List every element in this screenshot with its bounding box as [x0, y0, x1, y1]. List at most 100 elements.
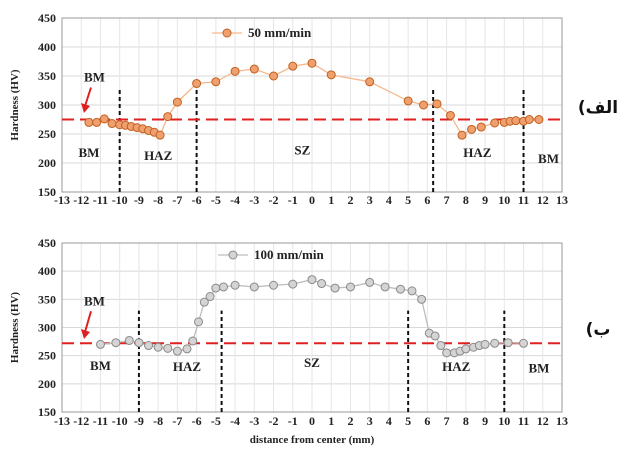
- data-point: [419, 100, 429, 110]
- data-point: [205, 292, 215, 302]
- data-point: [317, 279, 327, 289]
- x-tick-label: 9: [482, 193, 488, 207]
- data-point: [288, 61, 298, 71]
- data-point: [107, 119, 117, 129]
- data-point: [395, 284, 405, 294]
- x-tick-label: -1: [288, 414, 298, 428]
- data-point: [380, 282, 390, 292]
- x-tick-label: -12: [73, 414, 89, 428]
- zone-label: HAZ: [173, 359, 202, 374]
- y-tick-label: 200: [38, 156, 56, 170]
- y-axis-label: Hardness (HV): [9, 292, 21, 364]
- data-point: [511, 116, 521, 126]
- data-point: [144, 341, 154, 351]
- x-tick-label: 4: [386, 414, 392, 428]
- x-tick-label: 2: [347, 193, 353, 207]
- y-tick-label: 400: [38, 40, 56, 54]
- data-point: [111, 338, 121, 348]
- bm-arrow-shaft: [84, 310, 92, 333]
- data-point: [457, 130, 467, 140]
- x-tick-label: 4: [386, 193, 392, 207]
- x-tick-label: 0: [309, 414, 315, 428]
- x-tick-label: 6: [424, 193, 430, 207]
- x-tick-label: 13: [556, 193, 568, 207]
- y-tick-label: 300: [38, 98, 56, 112]
- data-point: [365, 77, 375, 87]
- zone-label: BM: [538, 151, 559, 166]
- zone-label: HAZ: [442, 359, 471, 374]
- y-tick-label: 300: [38, 321, 56, 335]
- x-tick-label: -4: [230, 414, 240, 428]
- x-tick-label: 3: [367, 193, 373, 207]
- zone-label: BM: [90, 358, 111, 373]
- y-tick-label: 350: [38, 292, 56, 306]
- x-tick-label: -2: [269, 414, 279, 428]
- data-point: [345, 282, 355, 292]
- x-tick-label: 9: [482, 414, 488, 428]
- x-tick-label: 10: [498, 414, 510, 428]
- y-tick-label: 250: [38, 127, 56, 141]
- legend-label: 50 mm/min: [248, 25, 312, 40]
- data-point: [490, 338, 500, 348]
- data-point: [269, 280, 279, 290]
- data-point: [330, 283, 340, 293]
- x-tick-label: -13: [54, 193, 70, 207]
- x-tick-label: -5: [211, 414, 221, 428]
- x-tick-label: 8: [463, 193, 469, 207]
- data-point: [230, 280, 240, 290]
- legend-marker: [222, 28, 232, 38]
- data-point: [182, 344, 192, 354]
- x-tick-label: -12: [73, 193, 89, 207]
- x-tick-label: -3: [249, 193, 259, 207]
- zone-label: BM: [528, 361, 549, 376]
- data-point: [476, 122, 486, 132]
- y-tick-label: 350: [38, 69, 56, 83]
- y-tick-label: 400: [38, 264, 56, 278]
- x-tick-label: -1: [288, 193, 298, 207]
- x-tick-label: 7: [444, 193, 450, 207]
- data-point: [92, 117, 102, 127]
- data-point: [403, 96, 413, 106]
- x-tick-label: 8: [463, 414, 469, 428]
- y-tick-label: 150: [38, 185, 56, 199]
- data-point: [95, 339, 105, 349]
- data-point: [192, 79, 202, 89]
- y-axis-label: Hardness (HV): [9, 69, 21, 141]
- data-point: [432, 99, 442, 109]
- data-point: [211, 283, 221, 293]
- x-axis-label: distance from center (mm): [250, 434, 375, 446]
- data-point: [172, 346, 182, 356]
- y-tick-label: 150: [38, 405, 56, 419]
- data-point: [519, 338, 529, 348]
- x-tick-label: -3: [249, 414, 259, 428]
- data-point: [430, 331, 440, 341]
- data-point: [407, 286, 417, 296]
- x-tick-label: -10: [112, 193, 128, 207]
- x-tick-label: 1: [328, 414, 334, 428]
- data-point: [417, 294, 427, 304]
- data-point: [461, 344, 471, 354]
- data-point: [524, 115, 534, 124]
- data-point: [490, 118, 500, 128]
- x-tick-label: -8: [153, 414, 163, 428]
- x-tick-label: -11: [93, 193, 108, 207]
- x-tick-label: 11: [518, 193, 529, 207]
- data-point: [194, 317, 204, 327]
- bm-reference-label: BM: [84, 293, 105, 308]
- x-tick-label: -6: [192, 193, 202, 207]
- data-point: [172, 97, 182, 107]
- x-tick-label: 6: [424, 414, 430, 428]
- data-point: [211, 77, 221, 87]
- data-point: [249, 64, 259, 74]
- zone-label: HAZ: [144, 148, 173, 163]
- data-point: [480, 339, 490, 349]
- x-tick-label: -4: [230, 193, 240, 207]
- y-tick-label: 450: [38, 236, 56, 250]
- data-point: [134, 338, 144, 348]
- data-point: [249, 282, 259, 292]
- x-tick-label: 13: [556, 414, 568, 428]
- data-point: [307, 275, 317, 285]
- x-tick-label: 0: [309, 193, 315, 207]
